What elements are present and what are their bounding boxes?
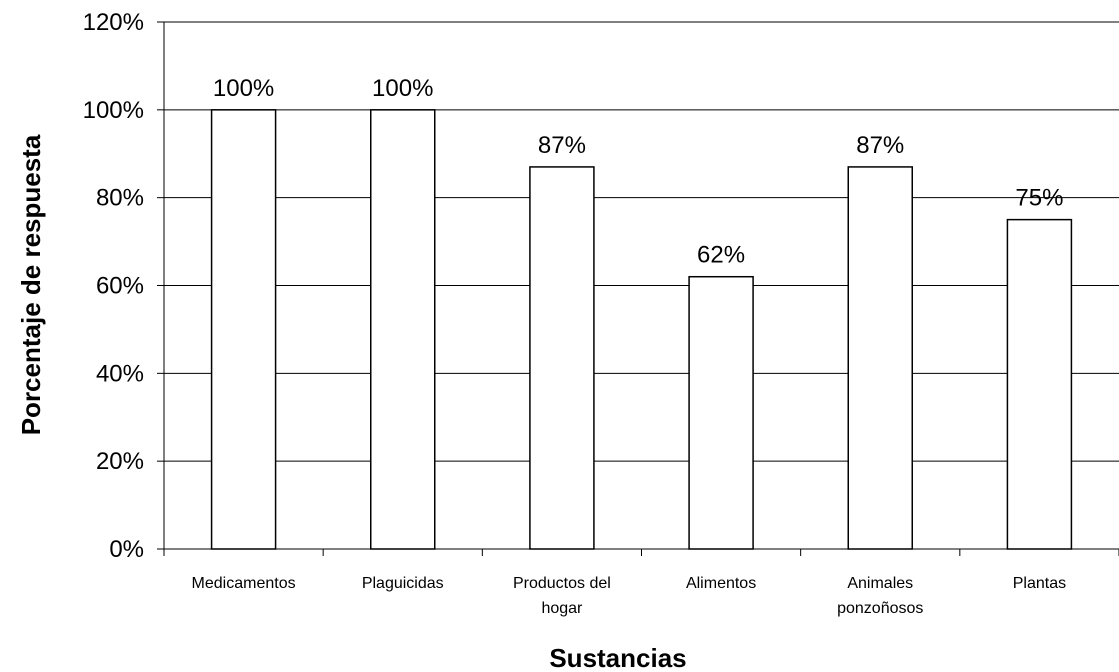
data-label: 100% <box>372 75 433 102</box>
y-tick-label: 40% <box>96 360 144 387</box>
y-tick-labels: 0% 20% 40% 60% 80% 100% 120% <box>83 9 144 563</box>
y-tick-label: 100% <box>83 97 144 124</box>
data-label: 100% <box>213 75 274 102</box>
data-label: 75% <box>1015 185 1063 212</box>
data-label: 87% <box>856 132 904 159</box>
x-category-label: Medicamentos <box>192 575 296 592</box>
bar <box>847 166 913 550</box>
data-label: 87% <box>538 132 586 159</box>
x-category-label: Plaguicidas <box>362 575 444 592</box>
gridlines <box>164 21 1119 462</box>
bar <box>529 166 595 550</box>
y-tick-label: 0% <box>109 536 144 563</box>
bar <box>370 109 436 550</box>
axes <box>157 21 1119 556</box>
bar <box>688 275 754 550</box>
data-labels: 100% 100% 87% 62% 87% 75% <box>213 75 1064 269</box>
y-tick-label: 60% <box>96 273 144 300</box>
x-category-label: Plantas <box>1013 575 1066 592</box>
x-category-label: Animales ponzoñosos <box>837 575 923 617</box>
data-label: 62% <box>697 242 745 269</box>
bar <box>1006 218 1073 550</box>
bar <box>210 109 277 550</box>
bars <box>210 109 1073 550</box>
y-tick-label: 80% <box>96 185 144 212</box>
x-category-labels: Medicamentos Plaguicidas Productos del hoga… <box>192 575 1067 617</box>
x-category-label: Productos del hogar <box>513 575 611 617</box>
y-axis-title: Porcentaje de respuesta <box>16 134 46 435</box>
y-tick-label: 20% <box>96 448 144 475</box>
x-axis-title: Sustancias <box>549 643 686 672</box>
y-tick-label: 120% <box>83 9 144 36</box>
x-category-label: Alimentos <box>686 575 756 592</box>
